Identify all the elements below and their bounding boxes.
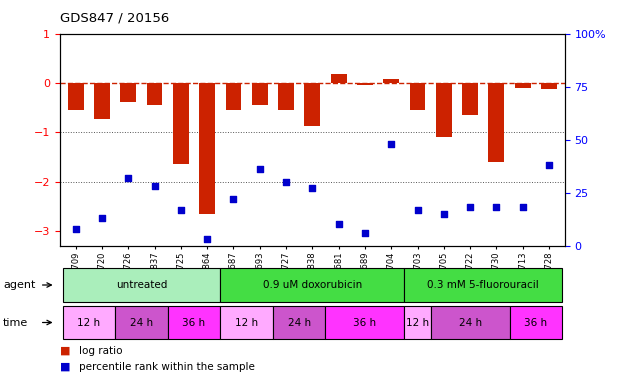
Text: 12 h: 12 h bbox=[235, 318, 258, 327]
Bar bbox=[404, 306, 430, 339]
Text: GDS847 / 20156: GDS847 / 20156 bbox=[60, 11, 169, 24]
Text: ■: ■ bbox=[60, 362, 71, 372]
Point bbox=[123, 175, 133, 181]
Point bbox=[228, 196, 239, 202]
Bar bbox=[515, 83, 531, 88]
Point bbox=[544, 162, 554, 168]
Bar bbox=[326, 306, 404, 339]
Bar bbox=[410, 83, 425, 110]
Bar bbox=[146, 83, 163, 105]
Bar bbox=[220, 306, 273, 339]
Text: 36 h: 36 h bbox=[182, 318, 206, 327]
Text: percentile rank within the sample: percentile rank within the sample bbox=[79, 362, 255, 372]
Bar bbox=[384, 79, 399, 83]
Bar bbox=[436, 83, 452, 137]
Point bbox=[334, 221, 344, 227]
Text: 12 h: 12 h bbox=[406, 318, 429, 327]
Bar bbox=[62, 306, 115, 339]
Point bbox=[255, 166, 265, 172]
Text: 24 h: 24 h bbox=[130, 318, 153, 327]
Bar bbox=[252, 83, 268, 105]
Bar bbox=[94, 83, 110, 118]
Point bbox=[176, 207, 186, 213]
Text: agent: agent bbox=[3, 280, 35, 290]
Point bbox=[360, 230, 370, 236]
Bar bbox=[541, 83, 557, 89]
Bar bbox=[509, 306, 562, 339]
Bar bbox=[488, 83, 504, 162]
Text: log ratio: log ratio bbox=[79, 346, 122, 355]
Text: time: time bbox=[3, 318, 28, 327]
Bar bbox=[173, 83, 189, 164]
Point bbox=[517, 204, 528, 210]
Point bbox=[413, 207, 423, 213]
Bar bbox=[304, 83, 320, 126]
Point bbox=[97, 215, 107, 221]
Text: 0.9 uM doxorubicin: 0.9 uM doxorubicin bbox=[262, 280, 362, 290]
Point bbox=[71, 226, 81, 232]
Bar bbox=[357, 83, 373, 86]
Text: 36 h: 36 h bbox=[524, 318, 547, 327]
Bar bbox=[331, 74, 346, 83]
Bar bbox=[220, 268, 404, 302]
Bar bbox=[168, 306, 220, 339]
Text: 24 h: 24 h bbox=[459, 318, 481, 327]
Point bbox=[492, 204, 502, 210]
Text: 24 h: 24 h bbox=[288, 318, 310, 327]
Text: 12 h: 12 h bbox=[78, 318, 100, 327]
Bar bbox=[115, 306, 168, 339]
Bar bbox=[68, 83, 83, 110]
Bar bbox=[121, 83, 136, 102]
Text: ■: ■ bbox=[60, 346, 71, 355]
Point bbox=[202, 236, 212, 242]
Text: 0.3 mM 5-fluorouracil: 0.3 mM 5-fluorouracil bbox=[427, 280, 539, 290]
Point bbox=[307, 185, 317, 191]
Text: 36 h: 36 h bbox=[353, 318, 377, 327]
Bar bbox=[199, 83, 215, 214]
Point bbox=[439, 211, 449, 217]
Point bbox=[386, 141, 396, 147]
Bar bbox=[278, 83, 294, 110]
Bar bbox=[462, 83, 478, 115]
Point bbox=[150, 183, 160, 189]
Text: untreated: untreated bbox=[115, 280, 167, 290]
Bar bbox=[430, 306, 509, 339]
Bar bbox=[62, 268, 220, 302]
Bar bbox=[273, 306, 326, 339]
Bar bbox=[404, 268, 562, 302]
Point bbox=[465, 204, 475, 210]
Point bbox=[281, 179, 291, 185]
Bar bbox=[226, 83, 241, 110]
